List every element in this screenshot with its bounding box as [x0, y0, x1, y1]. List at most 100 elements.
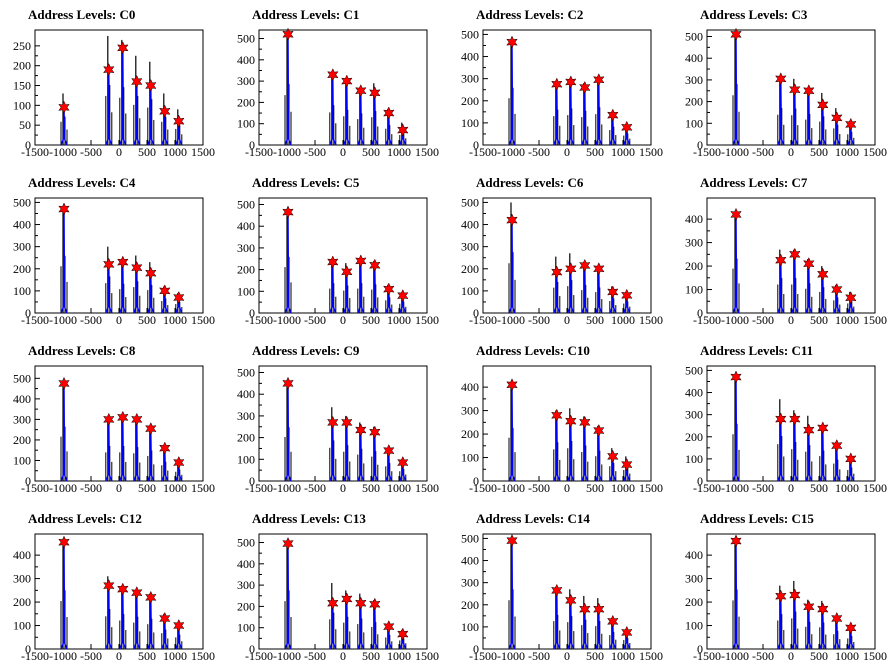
fit-peak [567, 600, 575, 650]
x-tick-label: -1500 [469, 481, 497, 495]
y-tick-label: 0 [25, 474, 31, 488]
y-tick-label: 400 [461, 218, 479, 232]
x-tick-label: 500 [810, 145, 828, 159]
y-tick-label: 0 [25, 642, 31, 656]
fit-peak [147, 428, 155, 482]
fit-peak [732, 377, 740, 482]
fit-peak [732, 541, 740, 650]
y-tick-label: 100 [685, 283, 703, 297]
fit-peak [508, 220, 516, 314]
y-tick-label: 0 [25, 138, 31, 152]
x-tick-label: -1500 [693, 649, 721, 663]
x-tick-label: 500 [586, 313, 604, 327]
peak-marker-star [579, 80, 591, 95]
peak-marker-star [117, 410, 129, 424]
y-tick-label: 500 [13, 371, 31, 385]
peak-marker-star [607, 614, 619, 628]
peak-marker-star [803, 423, 815, 437]
x-tick-label: 1000 [387, 481, 411, 495]
y-tick-label: 400 [13, 218, 31, 232]
peak-marker-star [817, 421, 829, 435]
peak-marker-star [327, 68, 339, 82]
chart-title: Address Levels: C15 [700, 511, 814, 526]
fit-peak [567, 421, 575, 482]
x-tick-label: 500 [362, 145, 380, 159]
fit-peak [553, 590, 561, 650]
x-tick-label: 1000 [611, 649, 635, 663]
x-tick-label: 1000 [163, 481, 187, 495]
y-tick-label: 400 [13, 548, 31, 562]
y-tick-label: 400 [461, 50, 479, 64]
y-tick-label: 200 [685, 430, 703, 444]
x-tick-label: -1000 [49, 481, 77, 495]
peak-marker-star [593, 73, 605, 87]
fit-peak [343, 422, 351, 482]
x-tick-label: 500 [362, 481, 380, 495]
peak-marker-star [551, 265, 563, 279]
peak-marker-star [355, 423, 367, 437]
x-tick-label: 0 [340, 313, 346, 327]
y-tick-label: 100 [461, 116, 479, 130]
y-tick-label: 0 [249, 306, 255, 320]
x-tick-label: 500 [138, 145, 156, 159]
fit-peak [732, 214, 740, 314]
panel-7: Address Levels: C7 0 100 200 300 400 -1500 -100… [685, 175, 887, 327]
fit-peak [329, 603, 337, 650]
y-tick-label: 50 [19, 118, 31, 132]
y-tick-label: 500 [685, 363, 703, 377]
peak-marker-star [817, 602, 829, 616]
y-tick-label: 400 [461, 554, 479, 568]
chart-title: Address Levels: C13 [252, 511, 366, 526]
chart-title: Address Levels: C8 [28, 343, 136, 358]
x-tick-label: -500 [304, 145, 326, 159]
fit-peak [119, 47, 127, 146]
fit-peak [105, 585, 113, 650]
y-tick-label: 400 [13, 392, 31, 406]
fit-peak [508, 42, 516, 146]
peak-marker-star [173, 618, 185, 633]
x-tick-label: 0 [116, 649, 122, 663]
x-tick-label: 1500 [191, 649, 215, 663]
y-tick-label: 200 [685, 595, 703, 609]
peak-marker-star [831, 111, 843, 125]
y-tick-label: 400 [237, 387, 255, 401]
panel-8: Address Levels: C80100200300400500-1500-… [13, 343, 215, 495]
fit-peak [371, 92, 379, 146]
fit-peak [732, 34, 740, 146]
y-tick-label: 100 [685, 116, 703, 130]
peak-marker-star [565, 414, 577, 428]
x-tick-label: 1000 [387, 145, 411, 159]
peak-marker-star [831, 282, 843, 297]
y-tick-label: 400 [685, 548, 703, 562]
peak-marker-star [565, 75, 577, 89]
x-tick-label: 1000 [835, 145, 859, 159]
peak-marker-star [775, 253, 787, 267]
peak-marker-star [789, 412, 801, 426]
y-tick-label: 300 [685, 73, 703, 87]
peak-marker-star [159, 611, 171, 626]
peak-marker-star [730, 534, 742, 548]
fit-peak [357, 429, 365, 482]
peak-marker-star [117, 255, 129, 269]
peak-marker-star [103, 579, 115, 593]
x-tick-label: 1500 [639, 649, 663, 663]
x-tick-label: -500 [528, 145, 550, 159]
y-tick-label: 300 [13, 572, 31, 586]
fit-peak [371, 265, 379, 314]
fit-peak [805, 90, 813, 146]
peak-marker-star [173, 455, 185, 470]
x-tick-label: -500 [752, 313, 774, 327]
fit-peak [284, 34, 292, 146]
peak-marker-star [159, 284, 171, 298]
x-tick-label: -500 [304, 313, 326, 327]
x-tick-label: -1000 [497, 145, 525, 159]
peak-marker-star [579, 602, 591, 616]
peak-marker-star [551, 408, 563, 422]
x-tick-label: -1500 [21, 313, 49, 327]
x-tick-label: 500 [362, 313, 380, 327]
y-tick-label: 300 [13, 240, 31, 254]
x-tick-label: 500 [810, 313, 828, 327]
fit-peak [805, 263, 813, 314]
fit-peak [508, 384, 516, 482]
x-tick-label: -1500 [245, 649, 273, 663]
